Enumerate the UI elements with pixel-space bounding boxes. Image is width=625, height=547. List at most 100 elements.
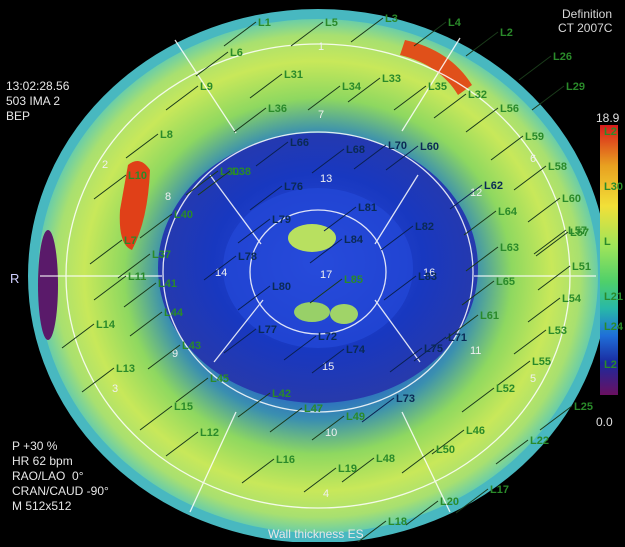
landmark-label: L2 xyxy=(500,27,513,39)
leader-line xyxy=(350,17,384,43)
view-mode: BEP xyxy=(6,109,31,123)
colorbar-min: 0.0 xyxy=(596,415,613,429)
landmark-label: L16 xyxy=(276,454,295,466)
landmark-label: L63 xyxy=(500,242,519,254)
apex-blob-bottom-left xyxy=(294,302,330,322)
landmark-label: L36 xyxy=(268,103,287,115)
leader-line xyxy=(311,348,345,374)
landmark-label: L3 xyxy=(385,13,398,25)
landmark-label: L81 xyxy=(358,202,377,214)
landmark-label: L57 xyxy=(568,225,587,237)
leader-line xyxy=(233,107,267,133)
leader-line xyxy=(527,197,561,223)
leader-line xyxy=(513,165,547,191)
leader-line xyxy=(283,335,317,361)
landmark-label: L10 xyxy=(128,170,147,182)
leader-line xyxy=(249,185,283,211)
leader-line xyxy=(223,21,257,47)
landmark-label: L75 xyxy=(424,343,443,355)
landmark-label: L47 xyxy=(304,403,323,415)
landmark-label: L80 xyxy=(272,281,291,293)
leader-line xyxy=(533,229,567,255)
segment-number: 11 xyxy=(470,345,481,357)
colorbar xyxy=(600,125,618,395)
leader-line xyxy=(531,85,565,111)
leader-line xyxy=(461,280,495,306)
leader-line xyxy=(433,93,467,119)
leader-line xyxy=(431,429,465,455)
leader-line xyxy=(93,275,127,301)
segment-grid xyxy=(40,37,596,513)
leader-line xyxy=(195,51,229,77)
apex-blob-top xyxy=(288,224,336,252)
landmark-label: L6 xyxy=(230,47,243,59)
landmark-label: L51 xyxy=(572,261,591,273)
landmark-label: L40 xyxy=(174,209,193,221)
leader-line xyxy=(393,85,427,111)
landmark-label: L60 xyxy=(562,193,581,205)
landmark-label: L17 xyxy=(490,484,509,496)
leader-line xyxy=(539,405,573,431)
landmark-label: L8 xyxy=(160,129,173,141)
leader-line xyxy=(223,328,257,354)
heart-rate: HR 62 bpm xyxy=(12,454,73,468)
leader-line xyxy=(197,170,231,196)
leader-line xyxy=(465,31,499,57)
map-caption: Wall thickness ES xyxy=(268,527,364,541)
landmark-label: L79 xyxy=(272,214,291,226)
acquisition-time: 13:02:28.56 xyxy=(6,79,70,93)
leader-line xyxy=(461,387,495,413)
segment-number: 8 xyxy=(165,191,171,203)
landmark-label: L85 xyxy=(344,274,363,286)
landmark-label: L65 xyxy=(496,276,515,288)
leader-line xyxy=(449,184,483,210)
landmark-label: L83 xyxy=(418,271,437,283)
landmark-labels: L1 L5 L3 L4 L2 L26 L29 L6 L9 L31 L34 L33 L35 L32 L56 L3… xyxy=(61,13,593,546)
colorbar-tick-label: L21 xyxy=(604,291,623,303)
landmark-label: L77 xyxy=(258,324,277,336)
landmark-label: L14 xyxy=(96,319,116,331)
segment-number: 13 xyxy=(320,173,332,185)
leader-line xyxy=(241,458,275,484)
leader-line xyxy=(93,174,127,200)
brand-line1: Definition xyxy=(562,7,613,21)
colorbar-max: 18.9 xyxy=(596,111,620,125)
leader-line xyxy=(203,255,237,281)
leader-line xyxy=(61,323,95,349)
leader-line xyxy=(405,500,439,526)
landmark-label: L19 xyxy=(338,463,357,475)
leader-line xyxy=(185,170,219,196)
leader-line xyxy=(165,85,199,111)
landmark-label: L42 xyxy=(272,388,291,400)
landmark-label: L18 xyxy=(388,516,407,528)
leader-line xyxy=(237,218,271,244)
landmark-label: L33 xyxy=(382,73,401,85)
landmark-label: L31 xyxy=(284,69,303,81)
landmark-label: L45 xyxy=(210,373,229,385)
landmark-label: L35 xyxy=(428,81,447,93)
landmark-label: L25 xyxy=(574,401,593,413)
landmark-label: L37 xyxy=(152,249,171,261)
landmark-label: L68 xyxy=(346,144,365,156)
image-index: 503 IMA 2 xyxy=(6,94,61,108)
landmark-label: L41 xyxy=(158,278,177,290)
leader-line xyxy=(413,336,447,362)
landmark-label: L34 xyxy=(342,81,362,93)
landmark-label: L9 xyxy=(200,81,213,93)
leader-line xyxy=(537,265,571,291)
leader-line xyxy=(383,275,417,301)
leader-line xyxy=(513,329,547,355)
leader-line xyxy=(129,311,163,337)
apical-blue xyxy=(223,188,413,348)
leader-line xyxy=(353,144,387,170)
colorbar-ticks: L2 L30 L L21 L24 L2 xyxy=(604,126,624,371)
landmark-label: L82 xyxy=(415,221,434,233)
segment-number: 3 xyxy=(112,383,118,395)
leader-line xyxy=(465,107,499,133)
landmark-label: L64 xyxy=(498,206,518,218)
colorbar-tick-label: L xyxy=(604,236,611,248)
leader-line xyxy=(123,282,157,308)
leader-line xyxy=(311,148,345,174)
